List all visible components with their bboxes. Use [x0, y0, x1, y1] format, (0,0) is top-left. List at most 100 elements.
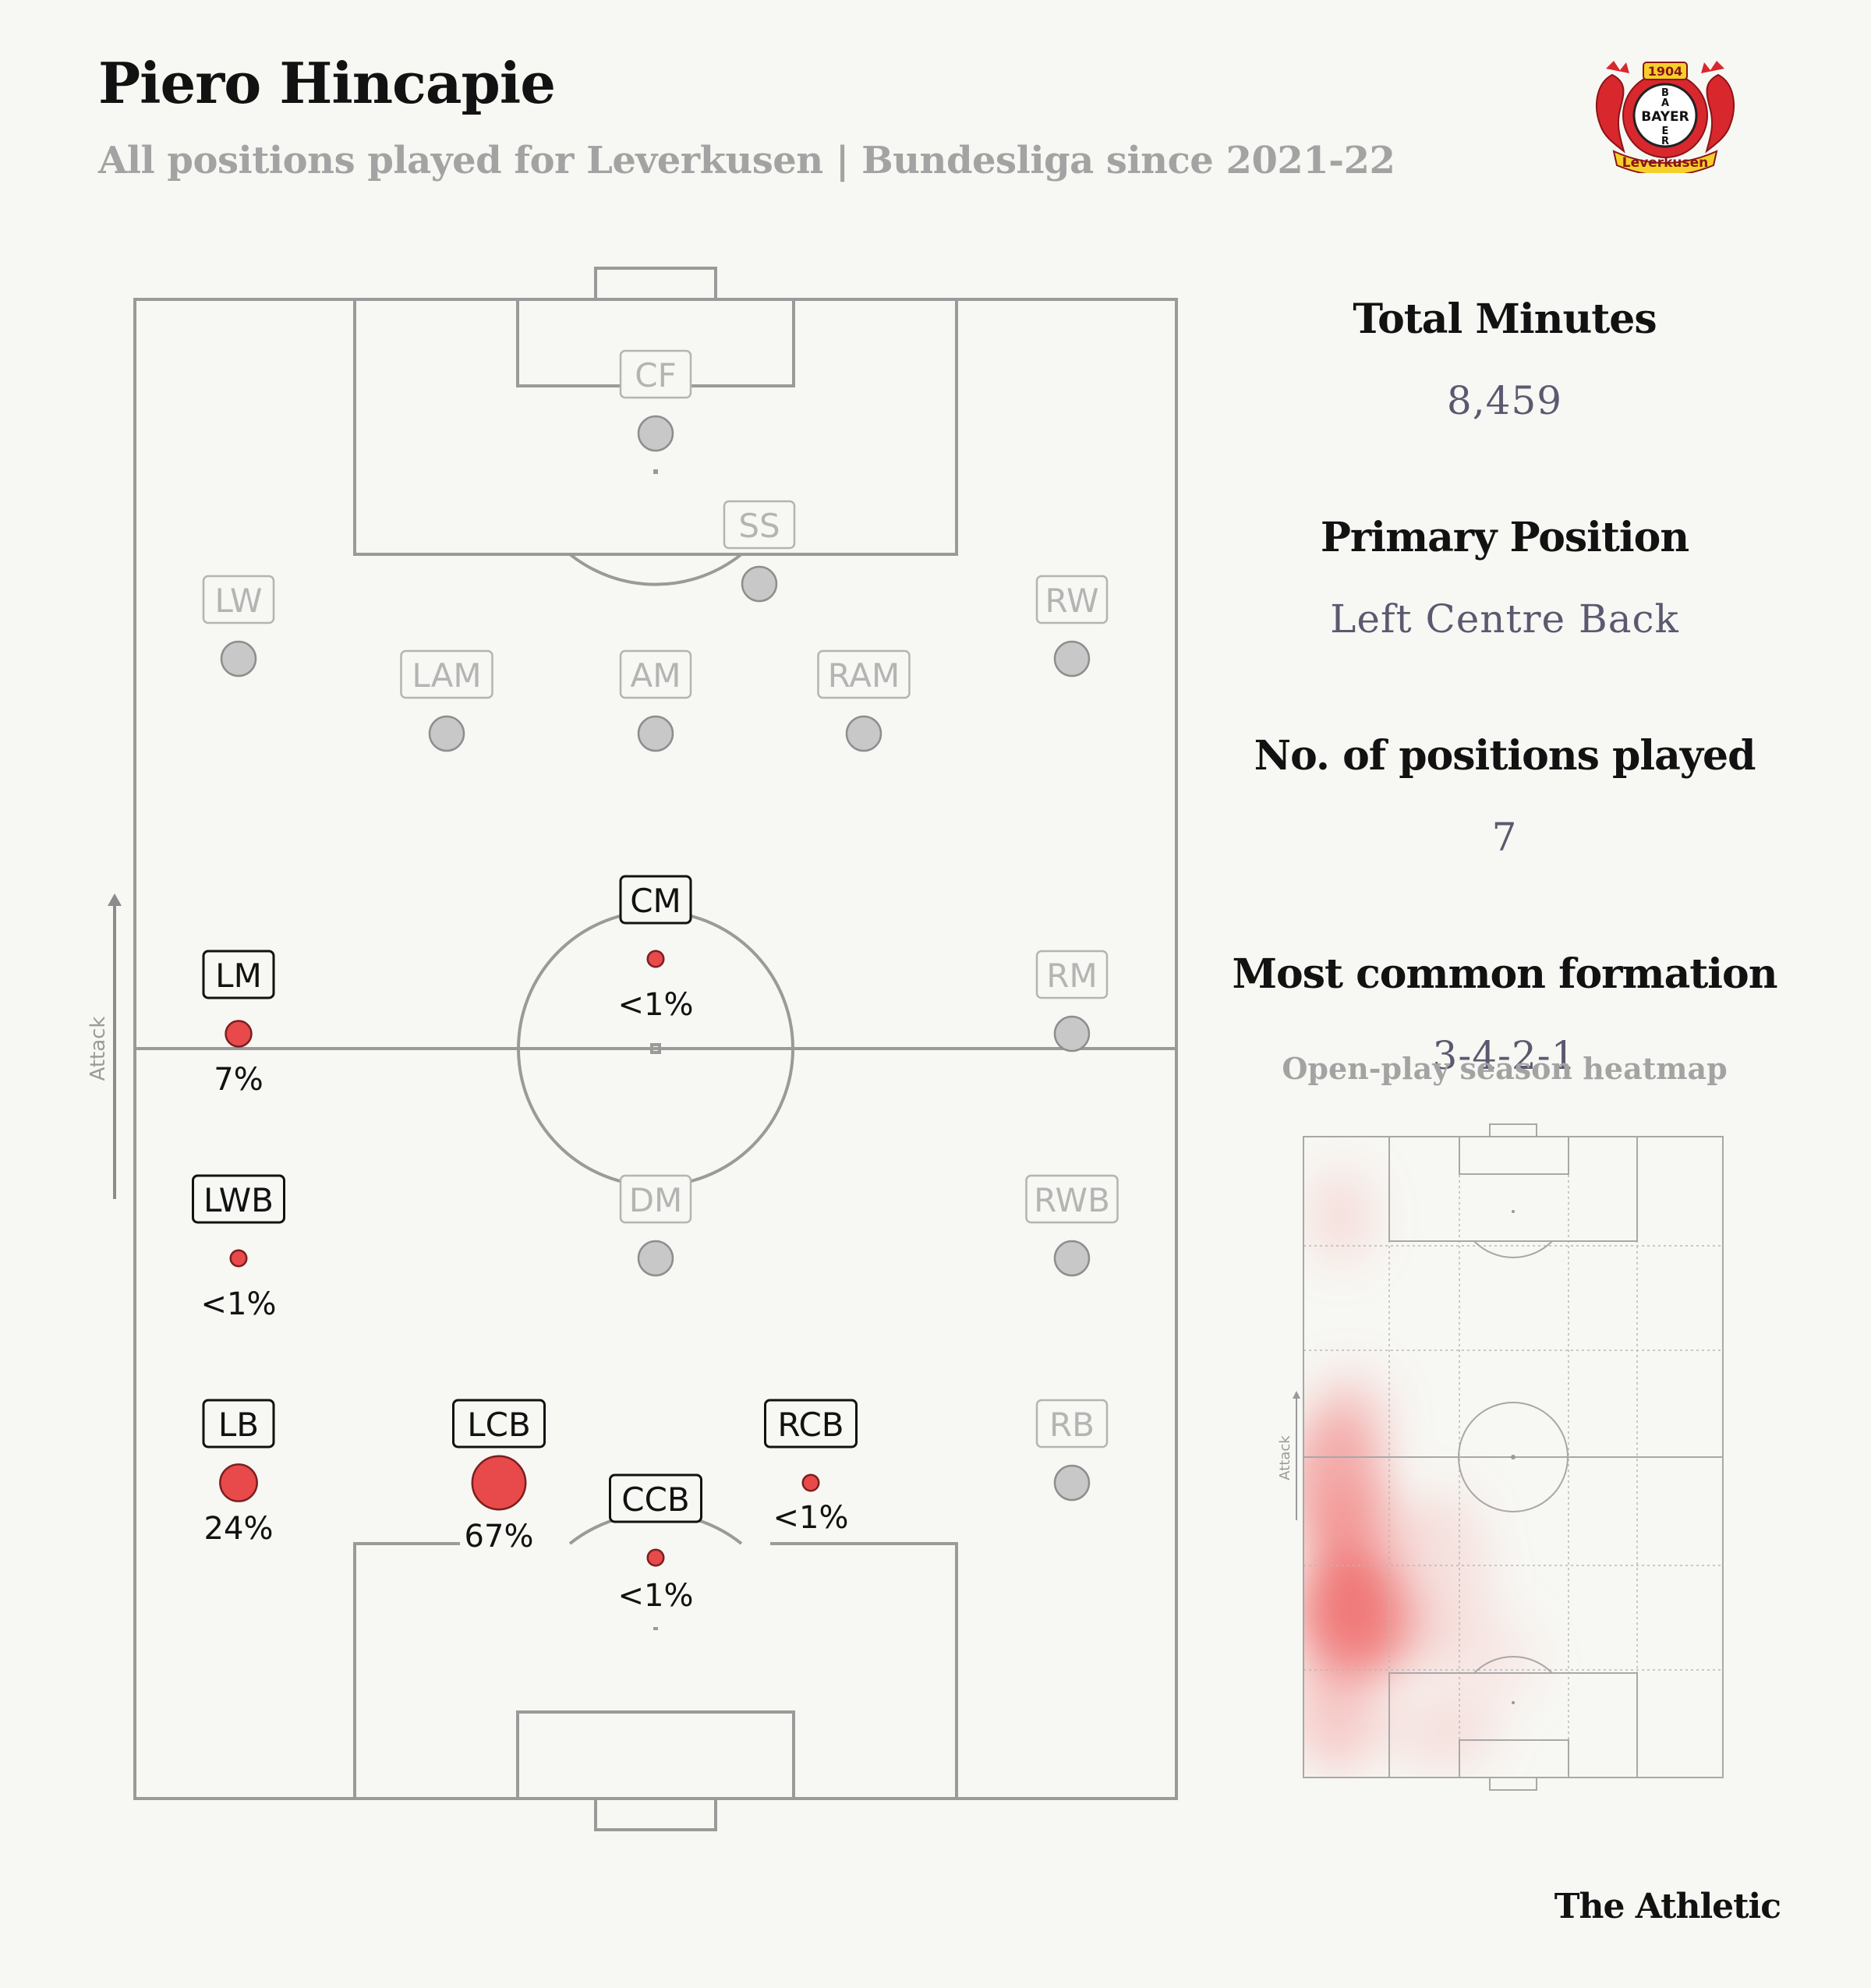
- position-dot: [637, 715, 674, 752]
- positions-played-label: No. of positions played: [1254, 732, 1756, 780]
- position-dot: [225, 1020, 253, 1048]
- position-dot: [1053, 1464, 1091, 1502]
- position-label: RCB: [777, 1406, 844, 1444]
- position-label: LW: [214, 582, 262, 620]
- total-minutes-value: 8,459: [1446, 378, 1563, 423]
- position-ccb: CCB <1%: [609, 1473, 702, 1614]
- position-am: AM: [619, 649, 692, 752]
- position-dot: [637, 415, 674, 452]
- position-label-box: [1035, 575, 1109, 624]
- position-label: LCB: [467, 1406, 531, 1444]
- crest-name: BAYER: [1641, 109, 1689, 125]
- position-label-box: [817, 649, 911, 699]
- primary-position-label: Primary Position: [1320, 514, 1689, 561]
- position-label: CF: [635, 356, 676, 394]
- club-crest-logo: 1904 BAYER BA ER Leverkusen: [1596, 61, 1735, 173]
- position-ss: SS: [723, 500, 796, 603]
- position-rwb: RWB: [1025, 1174, 1119, 1277]
- position-lcb: LCB 67%: [452, 1399, 546, 1555]
- svg-text:E: E: [1662, 126, 1669, 137]
- position-label: RW: [1045, 582, 1098, 620]
- position-lwb: LWB <1%: [192, 1174, 285, 1322]
- position-cf: CF: [619, 349, 692, 452]
- positions-layer: CF SS LW RW LAM AM RAM CM <1% LM 7% RM LWB <1% DM RWB LB…: [192, 349, 1119, 1614]
- position-cm: CM <1%: [618, 875, 694, 1023]
- heatmap-blobs: [1303, 1169, 1536, 1770]
- position-dot: [845, 715, 882, 752]
- positions-played-value: 7: [1491, 815, 1518, 860]
- position-rb: RB: [1035, 1399, 1109, 1502]
- position-dot: [428, 715, 465, 752]
- attack-label: Attack: [87, 1016, 110, 1081]
- position-label-box: [192, 1174, 285, 1224]
- position-lm: LM 7%: [202, 950, 275, 1098]
- position-label: DM: [629, 1181, 683, 1219]
- position-label: LAM: [412, 656, 481, 695]
- position-dot: [229, 1249, 248, 1268]
- position-dot: [471, 1455, 527, 1511]
- position-label: RM: [1046, 957, 1097, 995]
- pitch-lines: [133, 267, 1178, 1831]
- heatmap-title: Open-play season heatmap: [1282, 1051, 1728, 1086]
- position-label-box: [452, 1399, 546, 1449]
- position-label-box: [764, 1399, 858, 1449]
- heatmap-attack-label: Attack: [1277, 1435, 1293, 1480]
- position-label-box: [1025, 1174, 1119, 1224]
- heatmap-attack-arrow: Attack: [1277, 1391, 1300, 1520]
- publisher-credit: The Athletic: [1554, 1887, 1781, 1926]
- position-rcb: RCB <1%: [764, 1399, 858, 1536]
- page-title: Piero Hincapie: [98, 50, 556, 116]
- heatmap-grid: [1303, 1137, 1723, 1778]
- position-label-box: [619, 875, 692, 925]
- position-share: <1%: [773, 1500, 849, 1536]
- season-heatmap: Attack: [1277, 1123, 1724, 1791]
- position-label-box: [1035, 950, 1109, 999]
- svg-text:R: R: [1661, 136, 1669, 147]
- position-dot: [1053, 1240, 1091, 1277]
- position-label-box: [1035, 1399, 1109, 1449]
- position-share: 7%: [214, 1062, 263, 1098]
- position-label-box: [202, 1399, 275, 1449]
- total-minutes-label: Total Minutes: [1353, 295, 1657, 343]
- position-lb: LB 24%: [202, 1399, 275, 1547]
- position-label: LM: [215, 957, 262, 995]
- position-dot: [1053, 1015, 1091, 1052]
- formation-label: Most common formation: [1232, 950, 1777, 998]
- position-label: CCB: [621, 1480, 689, 1519]
- position-lam: LAM: [400, 649, 493, 752]
- position-label: AM: [631, 656, 681, 695]
- position-pitch: Attack CF SS LW RW LAM AM RAM CM <1% LM 7% RM LWB <1%…: [87, 267, 1178, 1831]
- position-label-box: [202, 575, 275, 624]
- position-dot: [637, 1240, 674, 1277]
- position-label: LWB: [203, 1181, 274, 1219]
- position-label: LB: [218, 1406, 259, 1444]
- crest-club: Leverkusen: [1622, 155, 1709, 171]
- position-dot: [801, 1473, 820, 1492]
- position-label: SS: [738, 507, 780, 545]
- position-rw: RW: [1035, 575, 1109, 677]
- primary-position-value: Left Centre Back: [1330, 596, 1679, 642]
- position-label-box: [400, 649, 493, 699]
- position-label-box: [202, 950, 275, 999]
- position-label-box: [619, 349, 692, 399]
- position-ram: RAM: [817, 649, 911, 752]
- position-dot: [220, 640, 257, 677]
- position-share: 67%: [465, 1519, 534, 1555]
- position-label-box: [609, 1473, 702, 1523]
- position-share: <1%: [618, 987, 694, 1023]
- svg-text:B: B: [1661, 87, 1669, 99]
- position-label-box: [619, 649, 692, 699]
- position-share: 24%: [204, 1511, 274, 1547]
- position-rm: RM: [1035, 950, 1109, 1052]
- position-lw: LW: [202, 575, 275, 677]
- attack-arrow: Attack: [87, 893, 122, 1199]
- position-dm: DM: [619, 1174, 692, 1277]
- position-share: <1%: [201, 1286, 277, 1322]
- position-share: <1%: [618, 1578, 694, 1614]
- position-label: RAM: [828, 656, 900, 695]
- position-dot: [741, 565, 778, 603]
- page-subtitle: All positions played for Leverkusen | Bu…: [98, 139, 1395, 182]
- position-dot: [646, 1548, 665, 1567]
- position-dot: [219, 1463, 258, 1502]
- position-label: RB: [1049, 1406, 1095, 1444]
